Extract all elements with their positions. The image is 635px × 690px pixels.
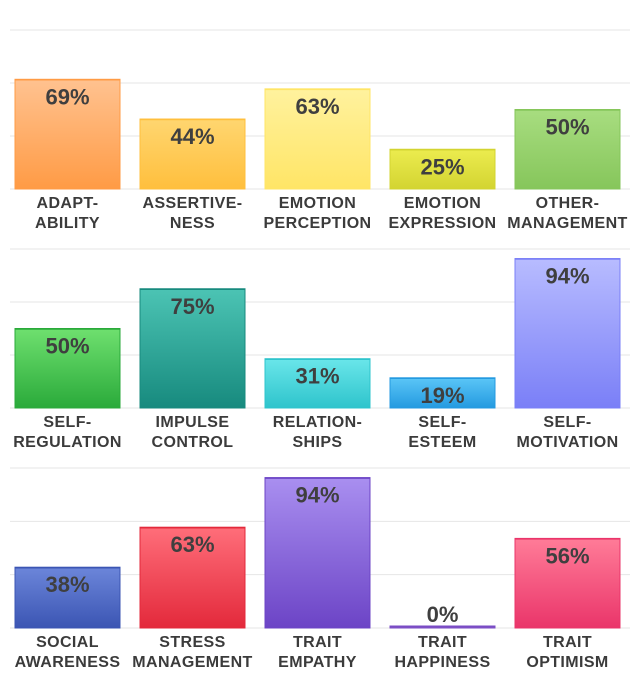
- category-label: EMOTION PERCEPTION: [263, 195, 371, 232]
- bar: [389, 377, 496, 409]
- category-label: RELATION-SHIPS: [273, 414, 363, 451]
- value-label: 63%: [170, 532, 214, 557]
- value-label: 56%: [545, 543, 589, 568]
- value-label: 69%: [45, 84, 89, 109]
- bar: [264, 477, 371, 629]
- value-label: 50%: [545, 115, 589, 140]
- value-label: 63%: [295, 94, 339, 119]
- value-label: 0%: [427, 602, 459, 627]
- value-label: 38%: [45, 572, 89, 597]
- value-label: 94%: [545, 264, 589, 289]
- chart-panel-2: 50% SELF-REGULATION 75% IMPULSE CONTROL 31% RE…: [10, 248, 630, 451]
- chart-panel-3: 38% SOCIAL AWARENESS 63% STRESS MANAGEMENT 94%…: [10, 467, 630, 671]
- category-label: SELF-MOTIVATION: [516, 414, 618, 451]
- bar: [264, 88, 371, 190]
- bar: [139, 288, 246, 409]
- category-label: EMOTION EXPRESSION: [388, 195, 496, 232]
- category-label: TRAIT HAPPINESS: [394, 634, 490, 671]
- category-label: ASSERTIVE-NESS: [142, 195, 242, 232]
- category-label: SELF-REGULATION: [13, 414, 122, 451]
- bar: [514, 258, 621, 409]
- bar: [264, 358, 371, 409]
- category-label: IMPULSE CONTROL: [152, 414, 234, 451]
- category-label: OTHER-MANAGEMENT: [507, 195, 627, 232]
- value-label: 94%: [295, 483, 339, 508]
- bar: [514, 537, 621, 629]
- bar: [14, 566, 121, 629]
- bar: [14, 328, 121, 409]
- category-label: TRAIT EMPATHY: [278, 634, 357, 671]
- value-label: 44%: [170, 124, 214, 149]
- value-label: 31%: [295, 364, 339, 389]
- category-label: SELF-ESTEEM: [408, 414, 476, 451]
- category-label: ADAPT-ABILITY: [35, 195, 100, 232]
- bar: [139, 118, 246, 190]
- category-label: TRAIT OPTIMISM: [526, 634, 608, 671]
- value-label: 75%: [170, 294, 214, 319]
- bar: [514, 109, 621, 190]
- value-label: 19%: [420, 383, 464, 408]
- value-label: 50%: [45, 334, 89, 359]
- category-label: SOCIAL AWARENESS: [15, 634, 121, 671]
- category-label: STRESS MANAGEMENT: [132, 634, 252, 671]
- bar: [14, 78, 121, 190]
- value-label: 25%: [420, 154, 464, 179]
- bar: [389, 148, 496, 190]
- chart-panel-1: 69% ADAPT-ABILITY 44% ASSERTIVE-NESS 63% EMOT…: [10, 29, 630, 232]
